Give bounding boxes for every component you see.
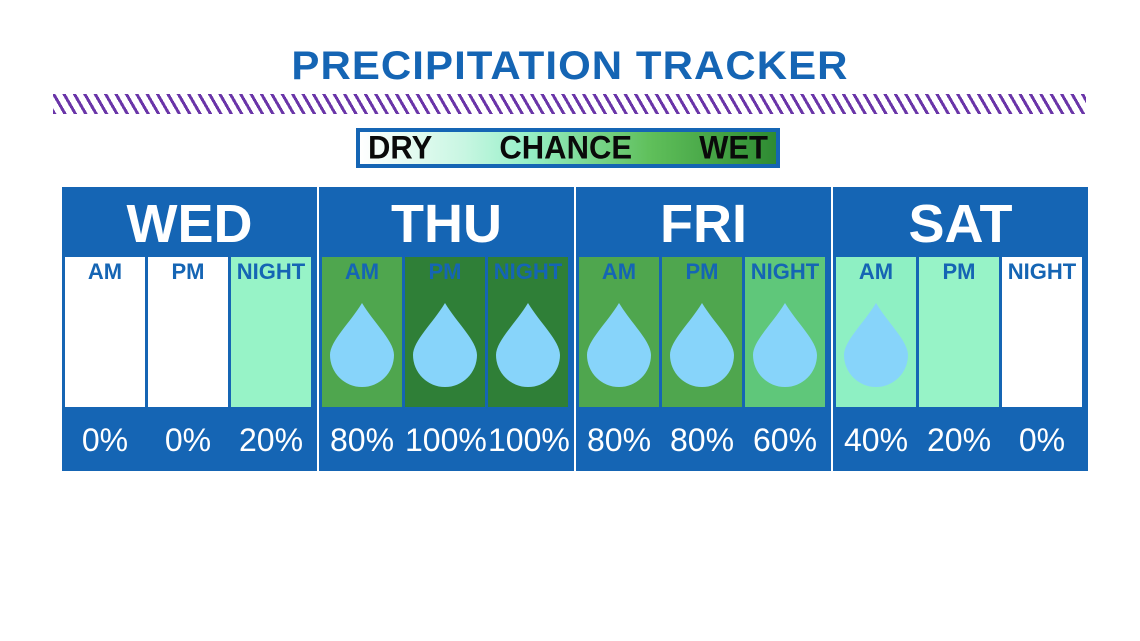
precip-percent: 20%	[238, 422, 304, 458]
period-label: AM	[601, 259, 637, 284]
period-label: NIGHT	[1007, 259, 1077, 284]
period-label: AM	[87, 259, 123, 284]
period-label: AM	[344, 259, 380, 284]
precip-percent: 40%	[843, 422, 909, 458]
percent-row: 80% 100% 100%	[322, 412, 570, 468]
raindrop-icon	[585, 301, 653, 387]
period-cell-pm: PM	[662, 257, 742, 407]
forecast-board: WED AM PM NIGHT 0% 0% 20% THU AM PM NIGHT 80% 100% 10…	[62, 187, 1088, 471]
legend-wet-label: WET	[699, 129, 768, 166]
day-column-sat: SAT AM PM NIGHT 40% 20% 0%	[833, 187, 1088, 471]
day-column-wed: WED AM PM NIGHT 0% 0% 20%	[62, 187, 317, 471]
precip-percent: 100%	[488, 422, 570, 458]
day-column-thu: THU AM PM NIGHT 80% 100% 100%	[319, 187, 574, 471]
precip-percent: 20%	[926, 422, 992, 458]
period-cell-night: NIGHT	[488, 257, 568, 407]
period-cell-am: AM	[579, 257, 659, 407]
page-title: PRECIPITATION TRACKER	[291, 44, 849, 88]
raindrop-icon	[842, 301, 910, 387]
period-slots: AM PM NIGHT	[65, 257, 311, 407]
day-name: WED	[126, 194, 253, 254]
period-label: PM	[171, 259, 205, 284]
period-cell-am: AM	[65, 257, 145, 407]
period-cell-pm: PM	[405, 257, 485, 407]
precip-percent: 0%	[81, 422, 129, 458]
precip-percent: 60%	[752, 422, 818, 458]
period-label: PM	[942, 259, 976, 284]
period-label: NIGHT	[750, 259, 820, 284]
period-cell-am: AM	[836, 257, 916, 407]
day-name: THU	[391, 194, 502, 254]
period-cell-night: NIGHT	[231, 257, 311, 407]
raindrop-icon	[494, 301, 562, 387]
period-slots: AM PM NIGHT	[836, 257, 1082, 407]
precip-percent: 0%	[1018, 422, 1066, 458]
raindrop-icon	[751, 301, 819, 387]
period-slots: AM PM NIGHT	[579, 257, 825, 407]
raindrop-icon	[668, 301, 736, 387]
period-cell-night: NIGHT	[745, 257, 825, 407]
percent-row: 40% 20% 0%	[836, 412, 1082, 468]
period-cell-night: NIGHT	[1002, 257, 1082, 407]
precip-percent: 80%	[586, 422, 652, 458]
period-label: NIGHT	[236, 259, 306, 284]
percent-row: 0% 0% 20%	[65, 412, 311, 468]
precip-percent: 0%	[164, 422, 212, 458]
period-cell-am: AM	[322, 257, 402, 407]
precip-percent: 80%	[329, 422, 395, 458]
percent-row: 80% 80% 60%	[579, 412, 825, 468]
precip-percent: 100%	[405, 422, 487, 458]
period-cell-pm: PM	[919, 257, 999, 407]
raindrop-icon	[411, 301, 479, 387]
period-slots: AM PM NIGHT	[322, 257, 568, 407]
day-column-fri: FRI AM PM NIGHT 80% 80% 60%	[576, 187, 831, 471]
precipitation-legend: DRY CHANCE WET	[356, 128, 780, 168]
legend-chance-label: CHANCE	[499, 129, 633, 166]
period-label: PM	[685, 259, 719, 284]
period-label: PM	[428, 259, 462, 284]
period-label: AM	[858, 259, 894, 284]
raindrop-icon	[328, 301, 396, 387]
period-label: NIGHT	[493, 259, 563, 284]
day-name: SAT	[908, 194, 1013, 254]
precip-percent: 80%	[669, 422, 735, 458]
day-name: FRI	[660, 194, 747, 254]
decorative-stripe-divider	[53, 94, 1086, 114]
legend-dry-label: DRY	[368, 129, 433, 166]
period-cell-pm: PM	[148, 257, 228, 407]
